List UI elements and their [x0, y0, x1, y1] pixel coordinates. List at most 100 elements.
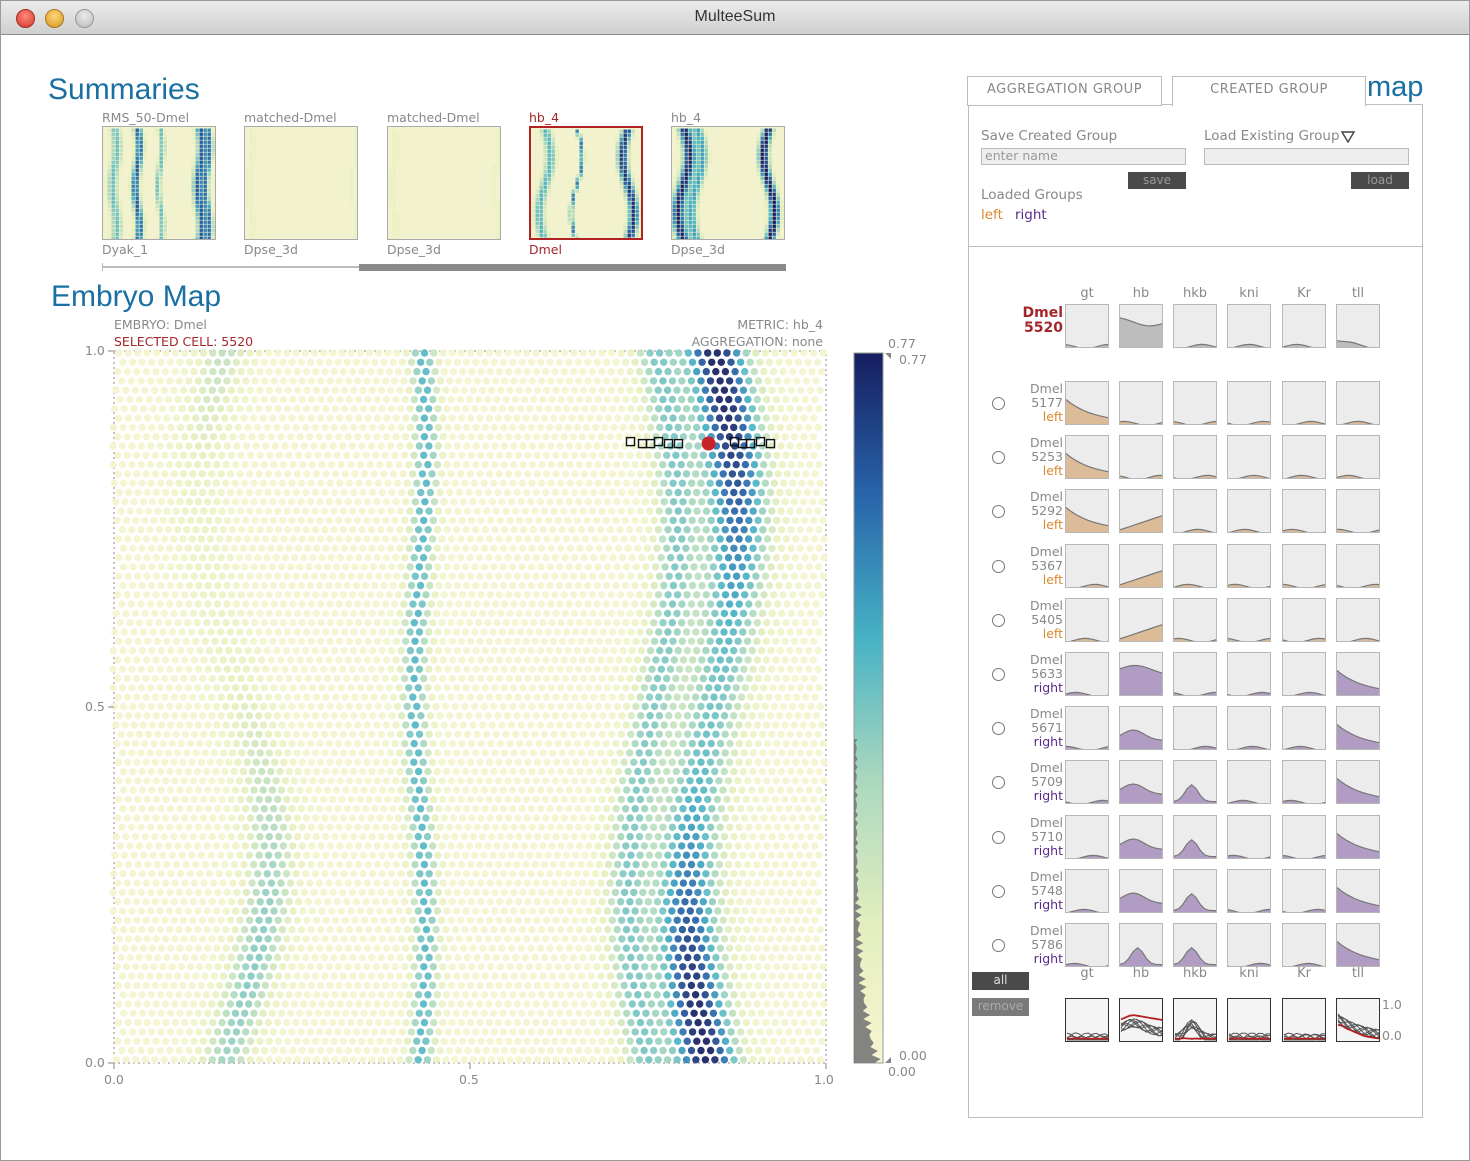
cell-dot	[350, 851, 358, 859]
summary-thumbnail[interactable]	[102, 126, 216, 240]
cell-dot	[787, 526, 795, 534]
cell-dot	[590, 777, 598, 785]
cell-dot	[594, 907, 602, 915]
cell-dot	[226, 777, 234, 785]
cell-dot	[147, 925, 155, 934]
cell-dot	[626, 898, 634, 906]
cell-dot	[307, 925, 315, 934]
close-window-button[interactable]	[16, 9, 35, 28]
cell-dot	[466, 916, 475, 924]
cell-dot	[565, 498, 573, 506]
cell-dot	[152, 591, 160, 599]
cell-dot	[313, 767, 321, 776]
cell-dot	[556, 721, 564, 729]
cell-dot	[710, 693, 718, 701]
cell-dot	[694, 888, 702, 897]
summary-thumbnail[interactable]	[529, 126, 643, 240]
summary-thumbnail[interactable]	[671, 126, 785, 240]
x-tick-right: 1.0	[814, 1072, 834, 1087]
cell-dot	[763, 451, 772, 459]
cell-dot	[631, 842, 639, 850]
summary-thumbnail[interactable]	[244, 126, 358, 240]
cell-dot	[744, 535, 753, 543]
cell-dot	[402, 498, 410, 506]
cell-dot	[260, 581, 268, 590]
cell-dot	[295, 451, 303, 459]
cell-dot	[477, 814, 485, 822]
cell-dot	[693, 730, 701, 738]
cell-dot	[723, 795, 731, 804]
cell-dot	[170, 386, 178, 394]
cell-dot	[440, 591, 448, 599]
cell-dot	[176, 563, 184, 571]
cell-dot	[561, 916, 570, 924]
cell-dot	[403, 925, 411, 934]
cell-dot	[754, 600, 763, 608]
cell-dot	[302, 646, 310, 655]
cell-dot	[139, 944, 147, 952]
summary-slider-thumb[interactable]	[359, 264, 786, 271]
cell-dot	[280, 758, 288, 766]
cell-dot	[189, 916, 197, 924]
cell-dot	[248, 544, 257, 552]
cell-dot	[810, 553, 819, 562]
cell-dot	[330, 488, 339, 497]
cell-dot	[299, 684, 307, 692]
zoom-window-button[interactable]	[75, 9, 94, 28]
cell-dot	[786, 888, 794, 897]
cell-dot	[814, 358, 822, 366]
cell-dot	[732, 795, 741, 804]
cell-dot	[395, 907, 403, 915]
cell-dot	[494, 860, 503, 869]
cell-dot	[175, 665, 184, 673]
cell-dot	[570, 553, 579, 562]
cell-dot	[269, 498, 277, 506]
cell-dot	[110, 479, 118, 487]
cell-dot	[321, 488, 329, 497]
cell-dot	[565, 377, 573, 385]
cell-dot	[177, 516, 186, 525]
cell-dot	[721, 526, 729, 534]
cell-dot	[621, 377, 629, 385]
cell-dot	[448, 739, 457, 748]
cell-dot	[731, 367, 739, 376]
cell-dot	[626, 674, 634, 683]
cell-dot	[287, 944, 296, 952]
embryo-map-plot[interactable]	[105, 347, 835, 1069]
cell-dot	[145, 619, 153, 627]
cell-dot	[332, 563, 341, 571]
cell-dot	[495, 916, 503, 924]
cell-dot	[293, 526, 301, 534]
cell-dot	[345, 702, 354, 711]
cell-dot	[428, 470, 436, 478]
cell-dot	[407, 712, 415, 720]
cell-dot	[776, 870, 785, 878]
cell-dot	[528, 767, 536, 776]
cell-dot	[276, 767, 284, 776]
cell-dot	[655, 488, 664, 497]
cell-dot	[495, 758, 503, 766]
cell-dot	[778, 526, 786, 534]
cell-dot	[137, 600, 145, 608]
cell-dot	[430, 433, 438, 441]
cell-dot	[785, 581, 793, 590]
cell-dot	[124, 795, 132, 804]
cell-dot	[179, 832, 188, 841]
cell-dot	[486, 367, 494, 376]
cell-dot	[156, 442, 164, 450]
cell-dot	[129, 544, 137, 552]
cell-dot	[447, 619, 455, 627]
cell-dot	[232, 377, 241, 385]
cell-dot	[473, 823, 481, 831]
cell-dot	[426, 488, 435, 497]
minimize-window-button[interactable]	[45, 9, 64, 28]
summary-thumbnail[interactable]	[387, 126, 501, 240]
cell-dot	[709, 786, 717, 794]
cell-dot	[401, 842, 409, 850]
cell-dot	[546, 498, 554, 506]
cell-dot	[495, 656, 504, 664]
cell-dot	[114, 879, 122, 887]
cell-dot	[584, 786, 593, 794]
cell-dot	[251, 358, 259, 366]
cell-dot	[447, 395, 455, 404]
